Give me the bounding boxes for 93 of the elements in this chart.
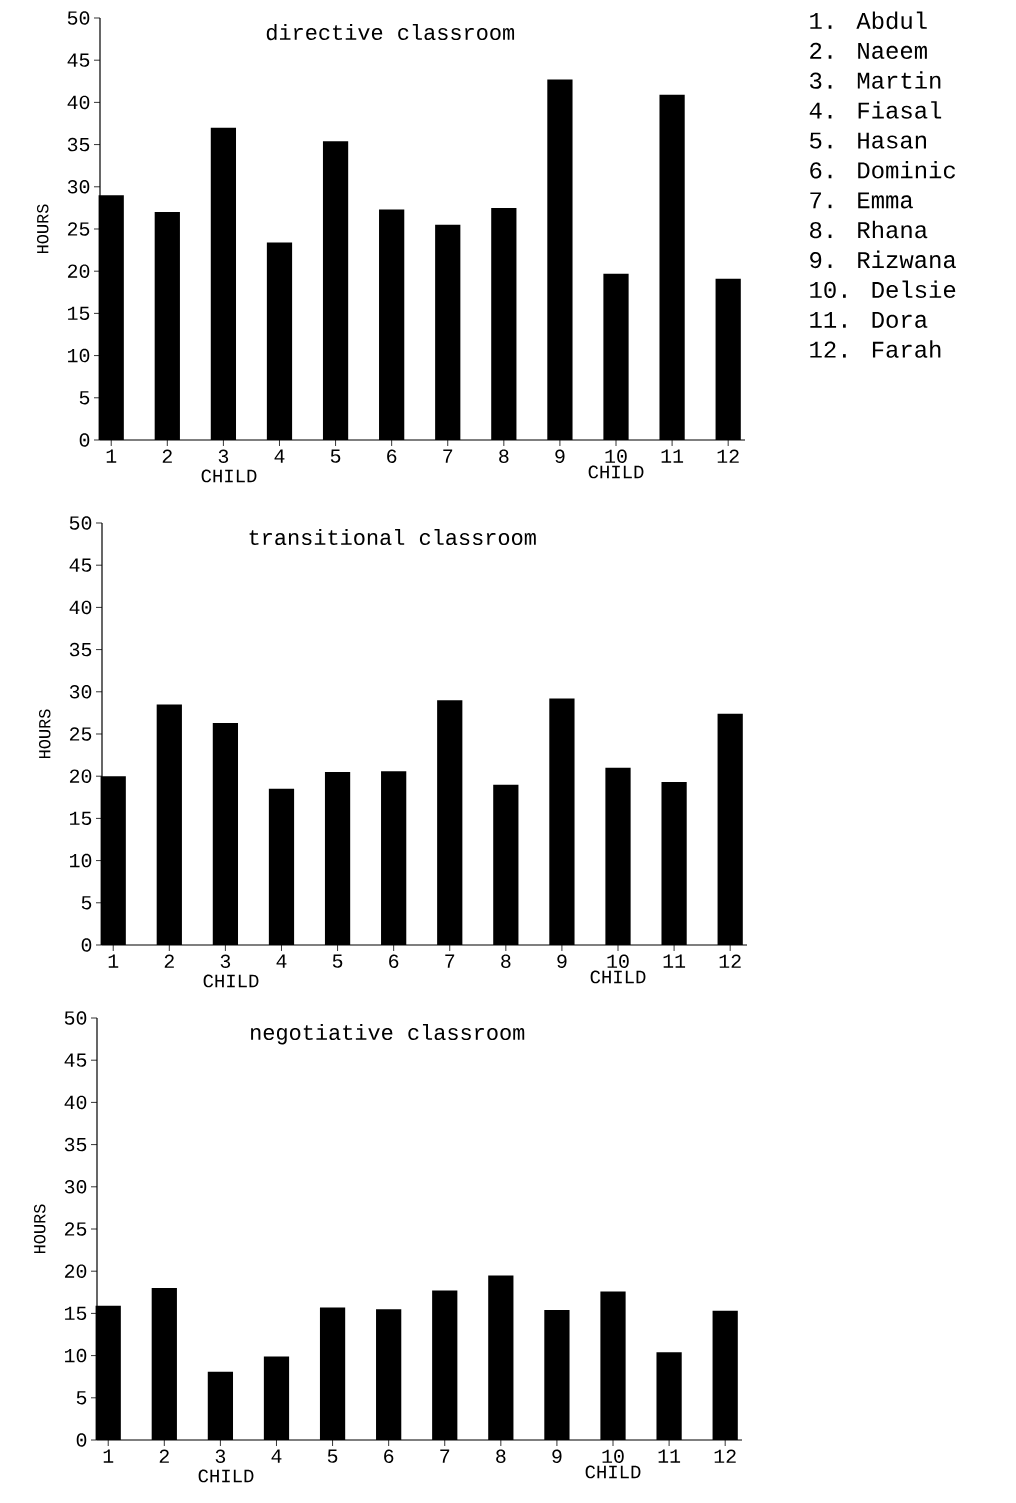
x-tick-label: 6 xyxy=(384,1449,394,1464)
chart-title: directive classroom xyxy=(266,23,515,41)
text: CHILD xyxy=(585,1465,641,1479)
x-tick-label: 7 xyxy=(440,1449,450,1463)
y-tick-label: 15 xyxy=(68,306,90,321)
text: 4. Fiasal xyxy=(809,101,942,119)
text: 10. Delsie xyxy=(810,280,956,299)
y-tick-label: 10 xyxy=(65,1348,87,1363)
x-tick-label: 5 xyxy=(330,449,341,463)
x-tick-label: 11 xyxy=(661,449,684,463)
y-tick-label: 30 xyxy=(67,180,90,194)
x-tick-label: 12 xyxy=(714,1449,736,1463)
x-tick-label: 8 xyxy=(496,1449,506,1464)
x-tick-label: 3 xyxy=(218,449,229,464)
y-tick-label: 25 xyxy=(64,1222,87,1236)
y-tick-label: 45 xyxy=(64,1053,87,1067)
y-tick-label: 20 xyxy=(69,769,92,783)
y-axis-title: HOURS xyxy=(38,709,51,759)
text: 3. Martin xyxy=(810,71,941,89)
y-tick-label: 5 xyxy=(79,391,90,405)
y-tick-label: 20 xyxy=(64,1264,87,1278)
y-tick-label: 35 xyxy=(67,137,90,152)
x-tick-label: 10 xyxy=(602,1449,624,1464)
x-tick-label: 12 xyxy=(717,449,739,463)
x-tick-label: 8 xyxy=(499,449,509,464)
x-tick-label: 7 xyxy=(445,954,455,968)
x-tick-label: 10 xyxy=(605,449,627,464)
x-tick-label: 8 xyxy=(501,954,511,969)
y-tick-label: 30 xyxy=(69,685,92,699)
x-tick-label: 1 xyxy=(106,449,117,463)
x-tick-label: 4 xyxy=(271,1449,282,1463)
x-tick-label: 7 xyxy=(443,449,453,463)
y-tick-label: 5 xyxy=(81,896,92,910)
x-axis-title: CHILD xyxy=(198,1469,254,1483)
y-axis-title: HOURS xyxy=(36,204,49,254)
y-tick-label: 25 xyxy=(69,727,92,741)
y-axis-title: HOURS xyxy=(33,1204,46,1254)
x-tick-label: 6 xyxy=(387,449,397,464)
text: 12. Farah xyxy=(810,340,941,358)
text: 7. Emma xyxy=(810,192,913,209)
y-tick-label: 35 xyxy=(69,642,92,657)
y-tick-label: 5 xyxy=(76,1391,87,1405)
text: CHILD xyxy=(590,970,646,984)
text: CHILD xyxy=(588,465,644,479)
y-tick-label: 10 xyxy=(70,853,92,868)
y-tick-label: 45 xyxy=(67,53,90,67)
y-tick-label: 15 xyxy=(70,811,92,826)
y-tick-label: 45 xyxy=(69,558,92,572)
x-tick-label: 12 xyxy=(719,954,741,968)
y-tick-label: 10 xyxy=(68,348,90,363)
x-tick-label: 9 xyxy=(557,954,567,969)
y-tick-label: 40 xyxy=(67,95,90,110)
y-tick-label: 40 xyxy=(69,600,92,615)
x-tick-label: 2 xyxy=(164,954,174,968)
x-axis-title: CHILD xyxy=(201,469,257,483)
text: 11. Dora xyxy=(810,311,928,328)
y-tick-label: 35 xyxy=(64,1137,87,1152)
x-tick-label: 11 xyxy=(658,1449,681,1463)
chart-title: negotiative classroom xyxy=(251,1023,525,1045)
y-tick-label: 0 xyxy=(79,433,90,447)
x-axis-title: CHILD xyxy=(203,974,259,988)
x-tick-label: 1 xyxy=(103,1449,114,1463)
x-tick-label: 2 xyxy=(162,449,172,463)
y-tick-label: 50 xyxy=(69,516,92,530)
x-tick-label: 11 xyxy=(663,954,686,968)
x-tick-label: 6 xyxy=(389,954,399,969)
text: 5. Hasan xyxy=(810,132,926,149)
text: 1. Abdul xyxy=(810,11,927,30)
y-tick-label: 25 xyxy=(67,222,90,236)
chart-title: transitional classroom xyxy=(249,528,536,546)
x-tick-label: 5 xyxy=(332,954,343,968)
x-tick-label: 2 xyxy=(159,1449,169,1463)
text: 6. Dominic xyxy=(810,160,956,179)
y-tick-label: 15 xyxy=(65,1306,87,1321)
y-tick-label: 0 xyxy=(76,1433,87,1447)
y-tick-label: 30 xyxy=(64,1180,87,1194)
x-tick-label: 3 xyxy=(220,954,231,969)
text: 2. Naeem xyxy=(810,42,927,59)
x-tick-label: 1 xyxy=(108,954,119,968)
x-tick-label: 5 xyxy=(327,1449,338,1463)
x-tick-label: 3 xyxy=(215,1449,226,1464)
text: 9. Rizwana xyxy=(810,250,956,269)
y-tick-label: 50 xyxy=(67,11,90,25)
x-tick-label: 4 xyxy=(274,449,285,463)
y-tick-label: 50 xyxy=(64,1011,87,1025)
y-tick-label: 0 xyxy=(81,938,92,952)
x-tick-label: 9 xyxy=(555,449,565,464)
x-tick-label: 9 xyxy=(552,1449,562,1464)
y-tick-label: 20 xyxy=(67,264,90,278)
text: 8. Rhana xyxy=(810,220,928,239)
x-tick-label: 4 xyxy=(276,954,287,968)
x-tick-label: 10 xyxy=(607,954,629,969)
y-tick-label: 40 xyxy=(64,1095,87,1110)
